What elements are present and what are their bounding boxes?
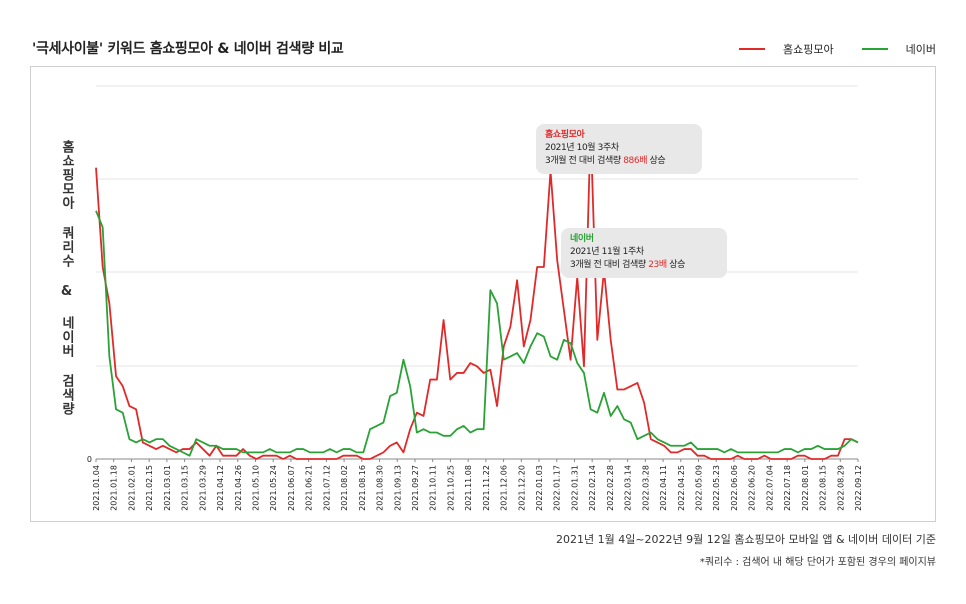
legend-item-naver: 네이버 [861,41,936,57]
x-tick-label: 2022.04.25 [677,465,686,511]
tooltip-naver-post: 상승 [666,260,685,270]
x-tick-label: 2022.05.09 [695,465,704,511]
chart-frame [30,66,936,522]
y-axis-label: 홈쇼핑모아 쿼리수 & 네이버 검색량 [59,140,74,416]
x-tick-label: 2021.02.15 [145,465,154,511]
tooltip-naver-desc: 3개월 전 대비 검색량 23배 상승 [570,259,718,272]
tooltip-naver: 네이버 2021년 11월 1주차 3개월 전 대비 검색량 23배 상승 [561,228,727,278]
series-line-homeshopping [95,127,859,460]
chart-title: '극세사이불' 키워드 홈쇼핑모아 & 네이버 검색량 비교 [32,41,344,57]
x-tick-label: 2021.03.15 [181,465,190,511]
x-tick-label: 2021.10.11 [429,465,438,511]
x-tick-label: 2022.03.28 [641,465,650,511]
x-tick-label: 2022.07.04 [765,465,774,511]
legend-swatch-homeshopping [739,48,766,50]
x-tick-label: 2022.02.14 [588,465,597,511]
series-line-naver [95,210,859,457]
x-tick-label: 2022.01.31 [570,465,579,511]
x-tick-label: 2021.07.12 [322,465,331,511]
x-tick-label: 2022.05.23 [712,465,721,511]
tooltip-homeshopping-highlight: 886배 [623,156,648,166]
x-tick-label: 2022.03.14 [624,465,633,511]
x-tick-label: 2022.04.11 [659,465,668,511]
legend: 홈쇼핑모아 네이버 [711,41,936,57]
x-tick-label: 2021.12.20 [517,465,526,511]
x-tick-label: 2022.08.01 [801,465,810,511]
x-tick-label: 2021.08.16 [358,465,367,511]
x-tick-label: 2021.05.24 [269,465,278,511]
x-tick-label: 2021.03.29 [198,465,207,511]
x-tick-label: 2021.09.13 [393,465,402,511]
x-tick-label: 2021.10.25 [446,465,455,511]
x-tick-label: 2021.02.01 [127,465,136,511]
tooltip-naver-title: 네이버 [570,234,594,244]
legend-label-naver: 네이버 [905,43,936,56]
x-tick-label: 2021.01.18 [110,465,119,511]
x-tick-label: 2022.08.15 [819,465,828,511]
tooltip-homeshopping-desc: 3개월 전 대비 검색량 886배 상승 [545,155,693,168]
x-tick-label: 2021.05.10 [251,465,260,511]
tooltip-homeshopping-pre: 3개월 전 대비 검색량 [545,156,624,166]
tooltip-homeshopping-date: 2021년 10월 3주차 [545,143,619,153]
x-tick-label: 2021.03.01 [163,465,172,511]
tooltip-naver-date: 2021년 11월 1주차 [570,247,644,257]
tooltip-homeshopping-post: 상승 [647,156,666,166]
y-tick-label: 0 [87,455,92,464]
x-tick-label: 2021.01.04 [92,465,101,511]
x-tick-label: 2022.06.06 [730,465,739,511]
x-tick-label: 2021.04.12 [216,465,225,511]
x-tick-label: 2022.01.03 [535,465,544,511]
tooltip-naver-pre: 3개월 전 대비 검색량 [570,260,649,270]
x-tick-label: 2021.06.21 [305,465,314,511]
footer-source: 2021년 1월 4일~2022년 9월 12일 홈쇼핑모아 모바일 앱 & 네… [556,533,936,546]
legend-swatch-naver [861,48,888,50]
legend-item-homeshopping: 홈쇼핑모아 [739,41,834,57]
x-tick-label: 2022.06.20 [748,465,757,511]
x-tick-label: 2022.02.28 [606,465,615,511]
x-tick-label: 2021.08.02 [340,465,349,511]
tooltip-homeshopping: 홈쇼핑모아 2021년 10월 3주차 3개월 전 대비 검색량 886배 상승 [536,124,702,174]
x-tick-label: 2021.11.22 [482,465,491,511]
x-tick-label: 2021.11.08 [464,465,473,511]
x-tick-label: 2022.08.29 [836,465,845,511]
x-tick-label: 2022.07.18 [783,465,792,511]
x-tick-label: 2021.09.27 [411,465,420,511]
x-tick-label: 2022.09.12 [854,465,863,511]
x-tick-label: 2021.06.07 [287,465,296,511]
x-tick-label: 2021.04.26 [234,465,243,511]
footer-note: *쿼리수 : 검색어 내 해당 단어가 포함된 경우의 페이지뷰 [699,557,936,568]
x-tick-label: 2022.01.17 [553,465,562,511]
legend-label-homeshopping: 홈쇼핑모아 [783,43,834,56]
tooltip-homeshopping-title: 홈쇼핑모아 [545,130,585,140]
tooltip-naver-highlight: 23배 [648,260,667,270]
x-tick-label: 2021.12.06 [500,465,509,511]
x-tick-label: 2021.08.30 [376,465,385,511]
